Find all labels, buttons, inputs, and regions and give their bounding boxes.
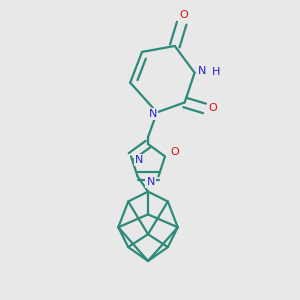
Text: O: O — [208, 103, 217, 113]
Text: N: N — [146, 177, 155, 187]
Text: N: N — [149, 109, 157, 119]
Text: H: H — [212, 67, 220, 77]
Text: O: O — [170, 147, 179, 158]
Text: N: N — [198, 66, 207, 76]
Text: O: O — [179, 10, 188, 20]
Text: N: N — [135, 155, 143, 165]
